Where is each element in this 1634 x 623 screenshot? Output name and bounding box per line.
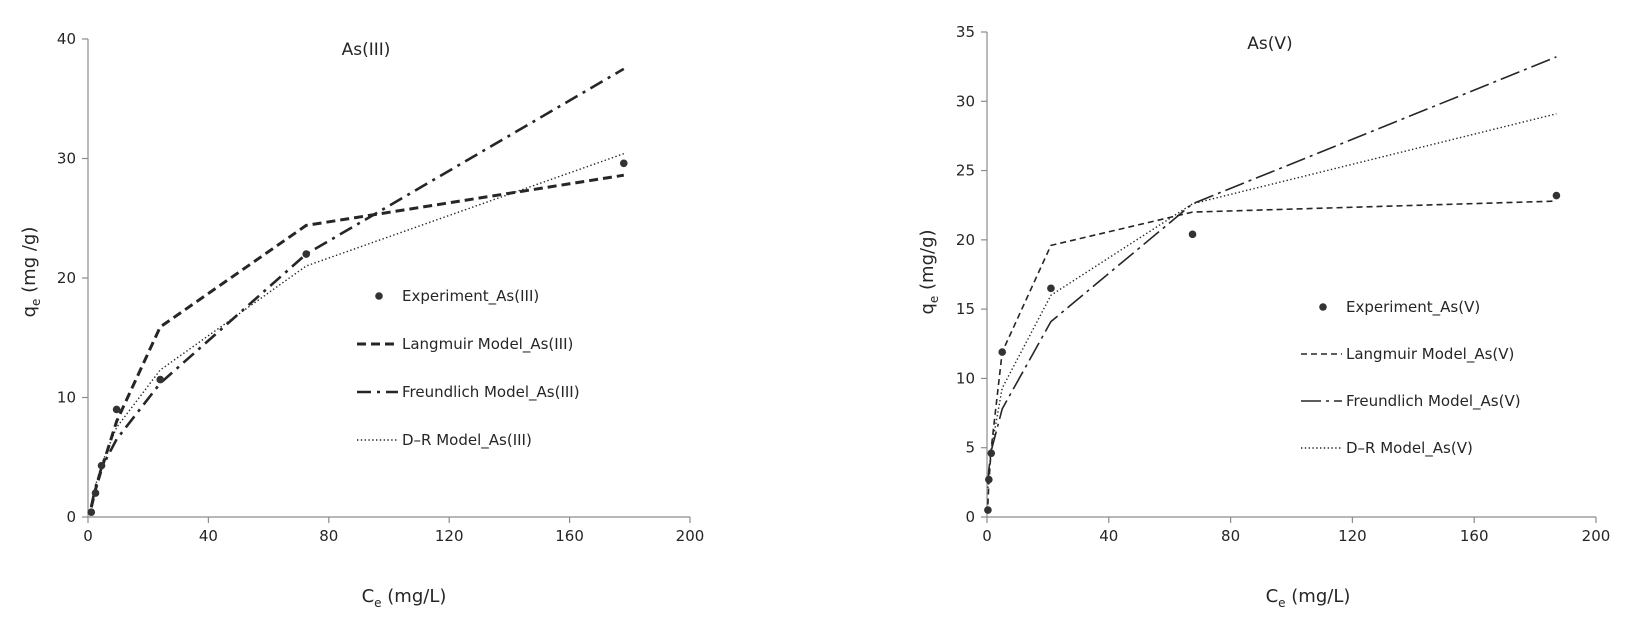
x-axis-title: Ce (mg/L) (1266, 586, 1351, 610)
y-tick-label: 20 (956, 231, 975, 249)
legend-label: Freundlich Model_As(V) (1346, 392, 1521, 411)
legend-label: D–R Model_As(V) (1346, 439, 1473, 458)
data-point (1188, 230, 1197, 239)
x-axis-title: Ce (mg/L) (362, 586, 447, 610)
x-tick-label: 160 (555, 527, 584, 545)
series-line (987, 56, 1557, 484)
y-tick-label: 10 (956, 369, 975, 387)
y-tick-label: 0 (66, 508, 76, 526)
legend-marker (375, 292, 383, 300)
x-tick-label: 120 (435, 527, 464, 545)
y-tick-label: 40 (57, 30, 76, 48)
data-point (91, 489, 100, 497)
legend-label: D–R Model_As(III) (402, 431, 532, 450)
y-tick-label: 15 (956, 300, 975, 318)
data-point (112, 405, 121, 414)
x-tick-label: 200 (1582, 527, 1611, 545)
x-tick-label: 160 (1460, 527, 1489, 545)
x-tick-label: 40 (199, 527, 218, 545)
legend-label: Experiment_As(V) (1346, 298, 1480, 317)
data-point (302, 250, 311, 258)
x-tick-label: 0 (982, 527, 992, 545)
data-point (985, 475, 993, 484)
legend-label: Langmuir Model_As(V) (1346, 345, 1514, 364)
x-tick-label: 0 (83, 527, 93, 545)
y-tick-label: 0 (965, 508, 975, 526)
data-point (987, 449, 996, 458)
y-tick-label: 30 (57, 150, 76, 168)
series-line (90, 153, 625, 506)
data-point (87, 508, 96, 517)
x-tick-label: 200 (676, 527, 705, 545)
y-tick-label: 35 (956, 23, 975, 41)
data-point (1047, 284, 1055, 293)
legend-label: Freundlich Model_As(III) (402, 383, 580, 402)
y-tick-label: 25 (956, 162, 975, 180)
series-line (987, 113, 1557, 488)
legend-label: Langmuir Model_As(III) (402, 335, 573, 354)
plot-area: 0 40 80 120 160 200 0 10 20 30 40 Experiment_As(III… (57, 30, 704, 545)
legend-label: Experiment_As(III) (402, 287, 539, 306)
panel-as-iii: As(III) Ce (mg/L) qe (mg /g) 0 40 80 120 160… (19, 30, 704, 610)
panel-as-v: As(V) Ce (mg/L) qe (mg/g) 0 40 80 120 160 200… (917, 23, 1610, 610)
data-point (156, 375, 165, 384)
x-tick-label: 120 (1338, 527, 1367, 545)
chart-title: As(III) (342, 40, 391, 60)
y-axis-title: qe (mg /g) (19, 227, 43, 318)
data-point (1552, 191, 1561, 200)
data-point (97, 461, 106, 470)
x-tick-label: 80 (1221, 527, 1240, 545)
y-tick-label: 20 (57, 269, 76, 287)
data-point (984, 506, 992, 514)
x-tick-label: 40 (1099, 527, 1118, 545)
data-point (998, 348, 1007, 356)
chart-title: As(V) (1247, 34, 1292, 54)
plot-area: 0 40 80 120 160 200 0 5 10 15 20 25 30 35 Experiment_A… (956, 23, 1610, 545)
data-point (619, 159, 628, 168)
x-tick-label: 80 (319, 527, 338, 545)
legend-marker (1319, 303, 1327, 311)
y-tick-label: 10 (57, 389, 76, 407)
y-axis-title: qe (mg/g) (917, 229, 941, 314)
y-tick-label: 5 (965, 439, 975, 457)
y-tick-label: 30 (956, 92, 975, 110)
